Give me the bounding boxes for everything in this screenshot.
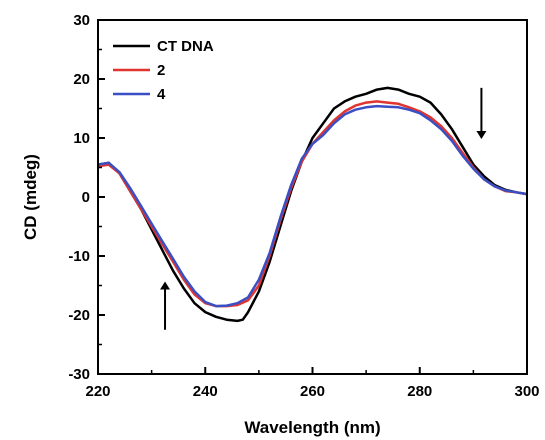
y-axis-title: CD (mdeg) [21, 154, 40, 240]
series-line [97, 100, 528, 308]
axis-ticks [97, 19, 528, 375]
legend-label: 2 [157, 62, 165, 79]
x-tick-label: 240 [193, 383, 218, 400]
y-tick-label: 20 [73, 71, 90, 88]
y-tick-label: -30 [68, 366, 90, 383]
tick-labels: 220 240 260 280 300 -30 -20 -10 0 10 20 30 [68, 12, 539, 400]
plot-lines [97, 86, 528, 323]
y-tick-label: 30 [73, 12, 90, 29]
annotations [160, 87, 487, 330]
legend-label: 4 [157, 86, 166, 103]
legend-label: CT DNA [157, 38, 214, 55]
series-line [97, 104, 528, 308]
x-tick-label: 280 [407, 383, 432, 400]
x-tick-label: 220 [85, 383, 110, 400]
series-line [97, 86, 528, 323]
y-tick-label: 10 [73, 130, 90, 147]
x-tick-label: 260 [300, 383, 325, 400]
y-tick-label: 0 [82, 189, 90, 206]
y-tick-label: -10 [68, 248, 90, 265]
legend: CT DNA 2 4 [113, 38, 214, 103]
y-tick-label: -20 [68, 307, 90, 324]
x-tick-label: 300 [514, 383, 539, 400]
x-axis-title: Wavelength (nm) [244, 418, 380, 437]
